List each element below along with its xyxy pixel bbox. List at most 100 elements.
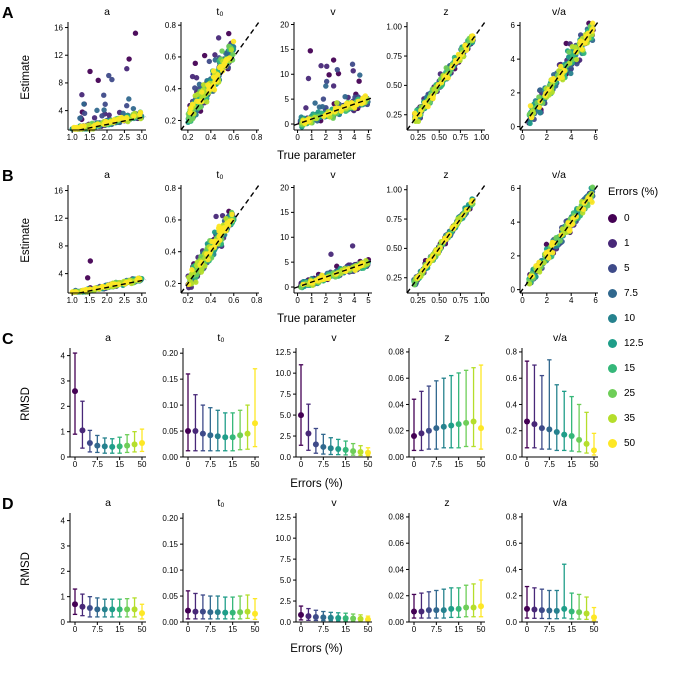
x-tick-label: 7.5 [92,460,104,469]
y-tick-label: 0.06 [388,539,404,548]
y-tick-label: 5.0 [280,576,292,585]
x-tick-label: 3 [338,296,343,305]
y-tick-label: 0.10 [162,566,178,575]
x-tick-label: 6 [593,296,598,305]
panel-c-label: C [2,331,14,348]
x-tick-label: 50 [251,625,260,634]
panel-c-plots: a 0 7.5 15 50 0 1 2 3 4 t₀ 0 7.5 15 50 0.00 0.05 0.10 0.15… [36,330,601,478]
y-tick-label: 0.4 [165,248,177,257]
legend-color-dot [608,339,617,348]
x-tick-label: 7.5 [544,460,556,469]
x-tick-label: 2 [324,296,329,305]
y-tick-label: 0.08 [388,348,404,357]
x-tick-label: 0 [299,460,304,469]
y-tick-label: 1 [61,427,66,436]
y-tick-label: 12.5 [275,513,291,522]
legend-item: 1 [608,231,677,256]
y-tick-label: 0 [511,285,516,294]
y-tick-label: 0 [285,120,290,129]
x-tick-label: 50 [364,625,373,634]
y-tick-label: 10 [280,233,289,242]
legend-item: 12.5 [608,331,677,356]
x-tick-label: 5 [366,296,371,305]
x-tick-label: 0 [295,296,300,305]
y-tick-label: 0.0 [506,453,518,462]
y-tick-label: 0.8 [506,348,518,357]
x-tick-label: 1.0 [67,296,79,305]
x-tick-label: 0.25 [410,133,426,142]
x-tick-label: 0.25 [410,296,426,305]
subplot-z: z 0.25 0.50 0.75 1.00 0.25 0.50 0.75 1.00 [386,169,490,305]
legend: Errors (%) 0 1 5 7.5 10 12.5 15 25 35 50 [608,186,677,456]
panel-b: B Estimate a 1.0 1.5 2.0 2.5 3.0 4 8 12 16 t₀ 0.2 0.… [0,167,677,313]
subplot-v/a: v/a 0 2 4 6 0 2 4 6 [511,6,599,142]
x-tick-label: 0.2 [182,133,194,142]
legend-item-label: 10 [624,313,636,324]
x-tick-label: 0 [73,625,78,634]
y-tick-label: 0.05 [162,592,178,601]
y-tick-label: 0.50 [386,81,402,90]
x-tick-label: 50 [477,625,486,634]
legend-item: 7.5 [608,281,677,306]
legend-item: 35 [608,406,677,431]
y-tick-label: 0.50 [386,244,402,253]
legend-item-label: 7.5 [624,288,638,299]
legend-item-label: 0 [624,213,630,224]
x-tick-label: 0 [525,625,530,634]
x-tick-label: 1.0 [67,133,79,142]
y-tick-label: 20 [280,20,289,29]
legend-title: Errors (%) [608,186,659,198]
y-tick-label: 3 [61,377,66,386]
x-tick-label: 15 [115,460,124,469]
panel-c: C RMSD a 0 7.5 15 50 0 1 2 3 4 t₀ 0 7.5 15 50 0.00 0.05 0… [0,330,677,478]
y-tick-label: 0.75 [386,52,402,61]
legend-item-label: 35 [624,413,636,424]
x-tick-label: 0 [412,460,417,469]
x-tick-label: 2 [324,133,329,142]
legend-item: 10 [608,306,677,331]
x-tick-label: 0.50 [431,133,447,142]
x-tick-label: 50 [590,625,599,634]
y-tick-label: 0 [61,453,66,462]
legend-item-label: 50 [624,438,636,449]
subplot-title: a [105,497,111,509]
x-tick-label: 0.4 [205,133,217,142]
x-tick-label: 7.5 [431,460,443,469]
y-tick-label: 15 [280,45,289,54]
y-tick-label: 12 [54,51,63,60]
x-tick-label: 0 [295,133,300,142]
y-tick-label: 2 [61,567,66,576]
y-tick-label: 0.8 [165,184,177,193]
x-tick-label: 0.6 [228,296,240,305]
y-tick-label: 0.6 [165,53,177,62]
y-tick-label: 0.00 [162,618,178,627]
x-tick-label: 2.0 [101,133,113,142]
x-tick-label: 0.6 [228,133,240,142]
y-tick-label: 4 [511,218,516,227]
y-tick-label: 2 [511,252,516,261]
legend-color-dot [608,239,617,248]
x-tick-label: 4 [352,296,357,305]
panel-a-plots: a 1.0 1.5 2.0 2.5 3.0 4 8 12 16 t₀ 0.2 0.4 0.6 0.8 0.2 0… [36,4,601,150]
subplot-title: v [330,169,336,181]
x-tick-label: 15 [567,625,576,634]
panel-c-xlabel: Errors (%) [290,478,343,490]
x-tick-label: 7.5 [92,625,104,634]
y-tick-label: 0.8 [506,513,518,522]
y-tick-label: 7.5 [280,390,292,399]
subplot-title: v [331,497,337,509]
panel-a-xlabel: True parameter [277,150,356,162]
x-tick-label: 15 [341,625,350,634]
x-tick-label: 15 [341,460,350,469]
y-tick-label: 0.6 [506,374,518,383]
subplot-title: a [104,169,110,181]
subplot-z: z 0 7.5 15 50 0.00 0.02 0.04 0.06 0.08 [388,497,486,634]
x-tick-label: 1.5 [84,133,96,142]
panel-d-ylabel-text: RMSD [20,552,32,586]
legend-item: 0 [608,206,677,231]
subplot-t₀: t₀ 0 7.5 15 50 0.00 0.05 0.10 0.15 0.20 [162,332,260,469]
legend-color-dot [608,364,617,373]
subplot-v/a: v/a 0 7.5 15 50 0.0 0.2 0.4 0.6 0.8 [506,497,599,634]
subplot-title: a [104,6,110,18]
